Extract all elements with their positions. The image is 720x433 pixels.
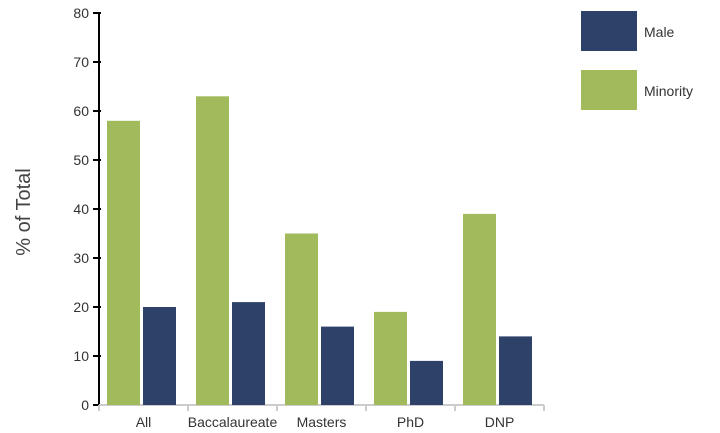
bar-male-phd <box>410 360 443 405</box>
bar-minority-dnp <box>463 213 496 405</box>
legend-label-minority: Minority <box>644 83 693 99</box>
x-tick-label: PhD <box>397 414 424 430</box>
y-tick-label: 0 <box>81 397 89 413</box>
x-tick-label: DNP <box>485 414 515 430</box>
bar-minority-all <box>107 120 140 406</box>
x-tick-label: All <box>136 414 152 430</box>
y-tick-label: 70 <box>73 54 89 70</box>
x-tick-label: Baccalaureate <box>188 414 278 430</box>
legend-label-male: Male <box>644 24 675 40</box>
bar-minority-phd <box>374 311 407 405</box>
y-axis-title: % of Total <box>13 168 35 255</box>
x-axis: All Baccalaureate Masters PhD DNP <box>98 404 545 430</box>
y-tick-label: 60 <box>73 103 89 119</box>
y-tick-label: 20 <box>73 299 89 315</box>
y-tick-label: 10 <box>73 348 89 364</box>
x-tick-label: Masters <box>297 414 347 430</box>
bar-minority-masters <box>285 233 318 405</box>
bar-male-dnp <box>499 336 532 405</box>
y-tick-label: 40 <box>73 201 89 217</box>
legend-swatch-minority <box>581 70 637 110</box>
y-tick-label: 80 <box>73 5 89 21</box>
y-tick-label: 50 <box>73 152 89 168</box>
bars <box>107 96 532 406</box>
legend-swatch-male <box>581 11 637 51</box>
y-axis: 0 10 20 30 40 50 60 70 80 <box>73 5 101 413</box>
bar-male-masters <box>321 326 354 405</box>
legend: Male Minority <box>581 11 693 110</box>
bar-male-baccalaureate <box>232 302 265 405</box>
bar-male-all <box>143 307 176 405</box>
y-tick-label: 30 <box>73 250 89 266</box>
bar-minority-baccalaureate <box>196 96 229 406</box>
